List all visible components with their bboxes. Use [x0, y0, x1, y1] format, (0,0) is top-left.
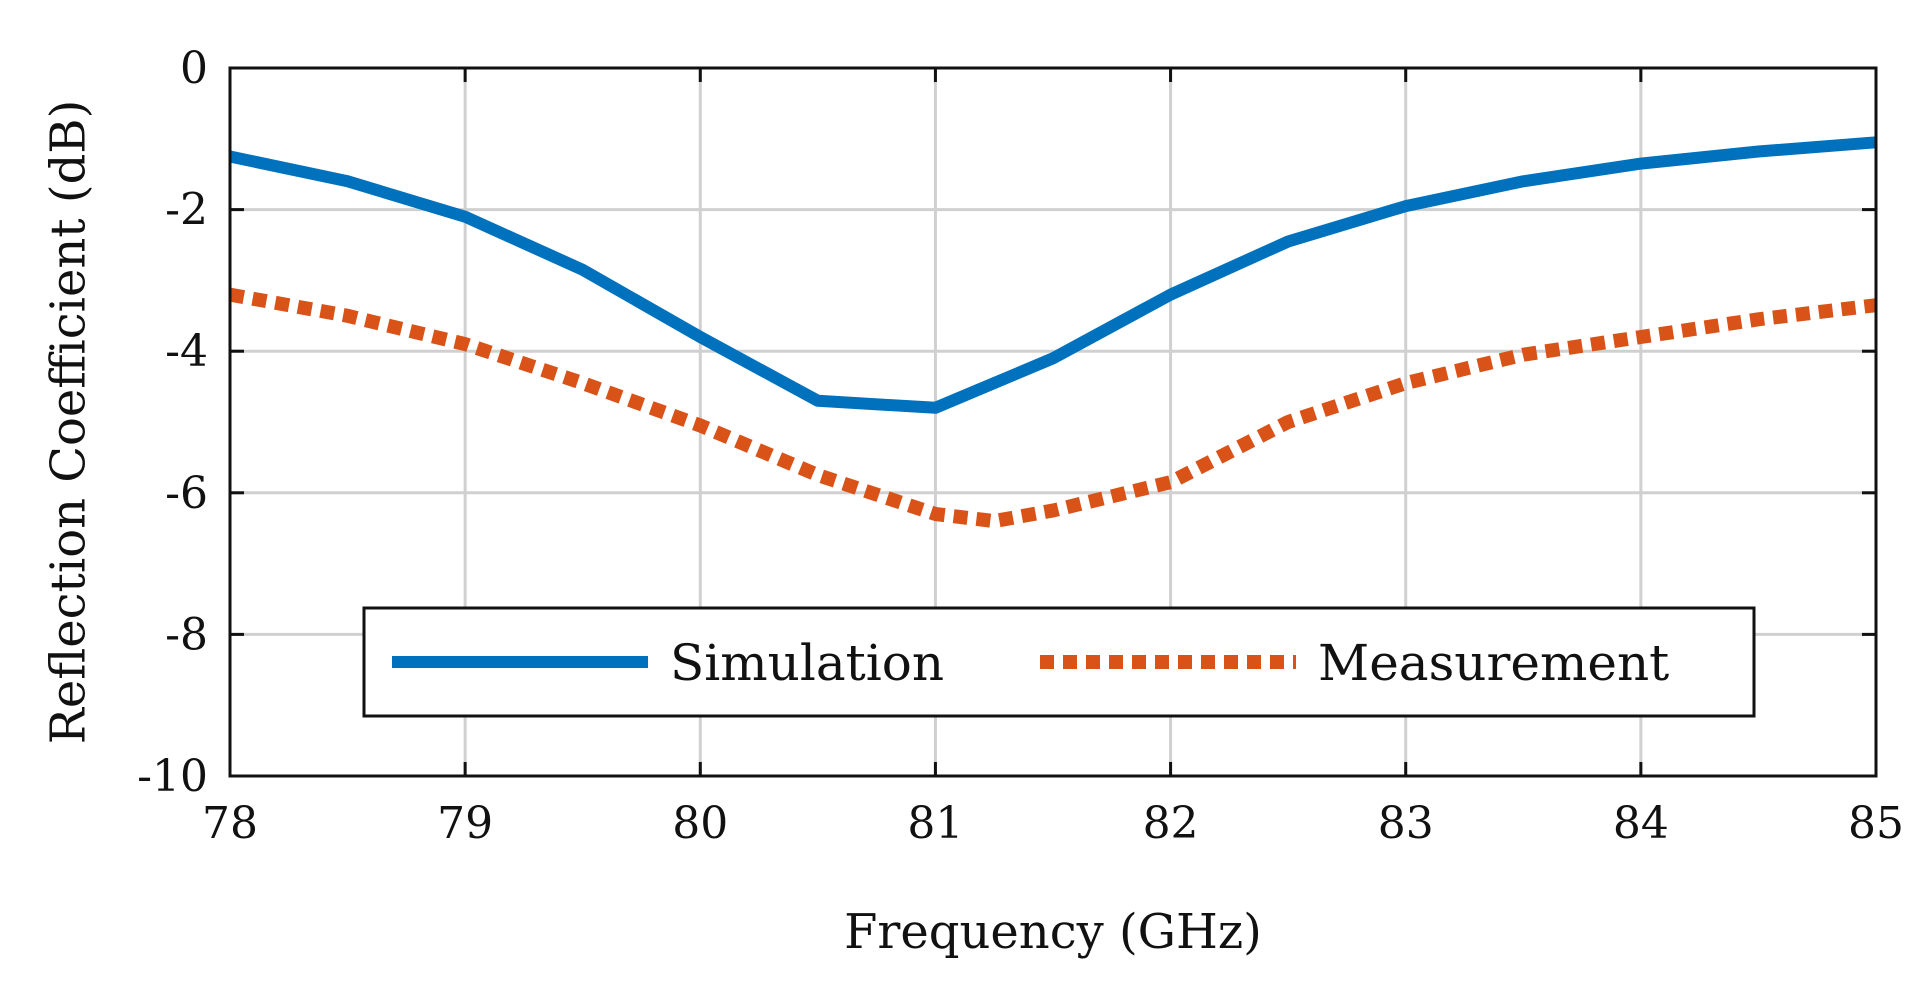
x-tick-label: 83: [1378, 798, 1434, 849]
y-tick-label: -6: [165, 468, 208, 519]
x-tick-label: 80: [672, 798, 728, 849]
series-line-measurement: [228, 287, 1877, 529]
axis-ticks: 78 79 80 81 82 83 84 85 0 -2 -4 -6 -8 -10: [137, 43, 1904, 849]
y-tick-label: -8: [165, 609, 208, 660]
x-tick-label: 81: [907, 798, 963, 849]
y-axis-title: Reflection Coefficient (dB): [41, 100, 97, 745]
plot-series: [228, 136, 1877, 529]
x-tick-label: 82: [1143, 798, 1199, 849]
y-tick-label: -2: [165, 185, 208, 236]
x-tick-label: 78: [202, 798, 258, 849]
plot-frame: [228, 66, 1878, 778]
series-line-simulation: [228, 136, 1877, 414]
x-axis-title: Frequency (GHz): [844, 904, 1262, 960]
x-tick-label: 84: [1613, 798, 1669, 849]
x-tick-label: 85: [1848, 798, 1904, 849]
y-tick-label: -10: [137, 751, 208, 802]
legend-simulation-label: Simulation: [670, 634, 944, 692]
x-tick-label: 79: [437, 798, 493, 849]
legend-measurement-label: Measurement: [1318, 634, 1669, 692]
y-tick-label: 0: [180, 43, 208, 94]
y-tick-label: -4: [165, 326, 208, 377]
legend: Simulation Measurement: [362, 606, 1756, 718]
